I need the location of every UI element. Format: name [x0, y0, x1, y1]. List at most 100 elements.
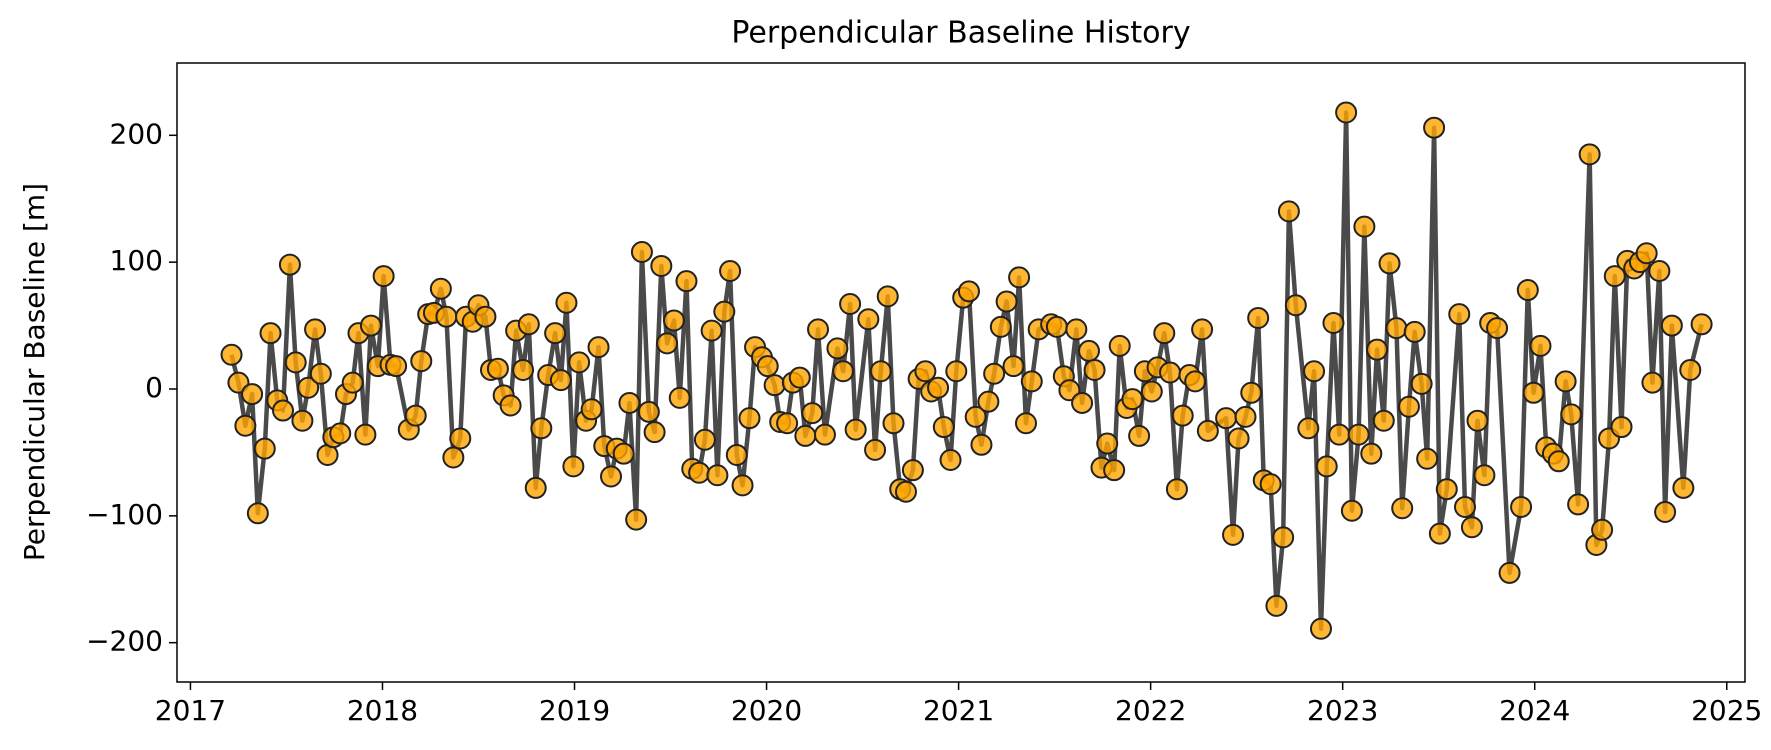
point — [1002, 355, 1025, 378]
point — [253, 437, 276, 460]
point — [1679, 358, 1702, 381]
point — [813, 423, 836, 446]
point — [272, 399, 295, 422]
point — [1008, 266, 1031, 289]
point — [1603, 265, 1626, 288]
point — [512, 358, 535, 381]
point — [989, 315, 1012, 338]
point — [1554, 370, 1577, 393]
point — [499, 394, 522, 417]
point — [844, 418, 867, 441]
point — [1448, 303, 1471, 326]
point — [1391, 497, 1414, 520]
point — [977, 390, 1000, 413]
point — [1159, 361, 1182, 384]
point — [385, 355, 408, 378]
point — [1247, 306, 1270, 329]
point — [1372, 409, 1395, 432]
point — [1140, 380, 1163, 403]
point — [1277, 200, 1300, 223]
point — [668, 386, 691, 409]
point — [1641, 371, 1664, 394]
point — [826, 337, 849, 360]
point — [1498, 561, 1521, 584]
point — [372, 265, 395, 288]
point — [309, 362, 332, 385]
point — [756, 355, 779, 378]
point — [246, 502, 269, 525]
point — [630, 240, 653, 263]
point — [429, 277, 452, 300]
y-tick-label: 0 — [145, 371, 163, 404]
point — [1397, 395, 1420, 418]
point — [359, 314, 382, 337]
point — [234, 414, 257, 437]
point — [1529, 334, 1552, 357]
point — [957, 280, 980, 303]
point — [1660, 314, 1683, 337]
point — [894, 480, 917, 503]
point — [517, 313, 540, 336]
point — [1108, 334, 1131, 357]
point — [486, 357, 509, 380]
point — [1165, 478, 1188, 501]
point — [1335, 101, 1358, 124]
point — [1121, 388, 1144, 411]
point — [1403, 320, 1426, 343]
point — [354, 423, 377, 446]
point — [964, 405, 987, 428]
point — [927, 376, 950, 399]
point — [1227, 427, 1250, 450]
point — [410, 350, 433, 373]
point — [449, 427, 472, 450]
point — [1648, 260, 1671, 283]
chart-title: Perpendicular Baseline History — [731, 16, 1190, 51]
point — [656, 332, 679, 355]
point — [662, 309, 685, 332]
point — [1071, 391, 1094, 414]
point — [304, 318, 327, 341]
point — [1690, 313, 1713, 336]
point — [763, 374, 786, 397]
x-tick-label: 2025 — [1691, 694, 1762, 727]
point — [1591, 518, 1614, 541]
y-tick-label: −100 — [86, 498, 163, 531]
point — [1510, 495, 1533, 518]
point — [1315, 455, 1338, 478]
point — [882, 412, 905, 435]
point — [688, 461, 711, 484]
point — [435, 305, 458, 328]
point — [1215, 407, 1238, 430]
point — [341, 371, 364, 394]
point — [1191, 318, 1214, 341]
point — [1340, 499, 1363, 522]
point — [568, 351, 591, 374]
point — [1654, 501, 1677, 524]
point — [524, 476, 547, 499]
point — [731, 474, 754, 497]
point — [939, 449, 962, 472]
y-tick-label: −200 — [86, 625, 163, 658]
point — [259, 322, 282, 345]
point — [693, 428, 716, 451]
point — [241, 383, 264, 406]
point — [864, 438, 887, 461]
point — [945, 360, 968, 383]
point — [284, 351, 307, 374]
y-axis-label: Perpendicular Baseline [m] — [18, 183, 51, 561]
point — [932, 416, 955, 439]
point — [562, 455, 585, 478]
point — [1578, 143, 1601, 166]
point — [1096, 432, 1119, 455]
point — [1635, 242, 1658, 265]
point — [1284, 294, 1307, 317]
point — [1020, 370, 1043, 393]
point — [1184, 370, 1207, 393]
point — [901, 459, 924, 482]
point — [1460, 516, 1483, 539]
point — [643, 421, 666, 444]
point — [1547, 450, 1570, 473]
point — [1065, 318, 1088, 341]
point — [1015, 412, 1038, 435]
x-tick-label: 2022 — [1115, 694, 1186, 727]
